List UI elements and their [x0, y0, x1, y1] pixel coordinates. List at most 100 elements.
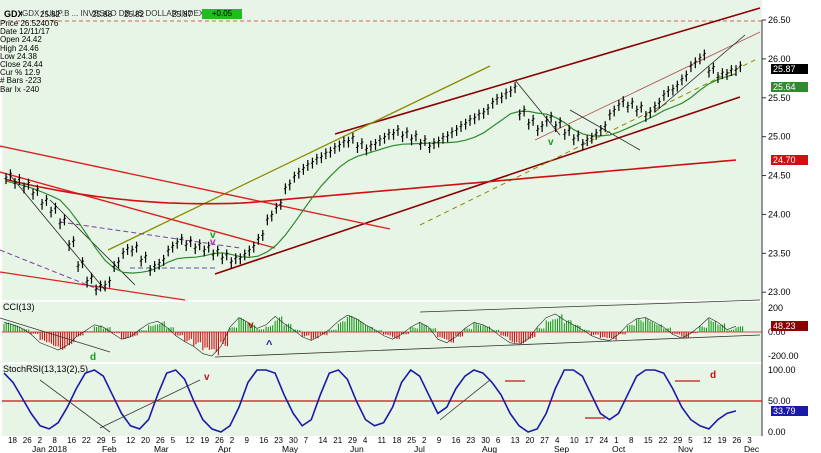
- price-tag: 25.64: [771, 81, 808, 92]
- data-window-line: High 24.46: [0, 43, 39, 53]
- red-downtrend-2: [0, 171, 276, 249]
- x-day-label: 15: [644, 436, 653, 445]
- x-day-label: 4: [363, 436, 368, 445]
- x-day-label: 22: [659, 436, 668, 445]
- stoch-trend-3: [439, 379, 491, 421]
- cci-value-tag: 48.23: [771, 321, 808, 332]
- x-day-label: 12: [126, 436, 135, 445]
- x-day-label: 23: [466, 436, 475, 445]
- x-day-label: 27: [540, 436, 549, 445]
- data-window-line: Open 24.42: [0, 35, 42, 45]
- cci-marker-d: d: [90, 352, 96, 363]
- stoch-marker-d: d: [710, 370, 716, 381]
- x-day-label: 2: [230, 436, 235, 445]
- x-day-label: 3: [747, 436, 752, 445]
- x-day-label: 8: [52, 436, 57, 445]
- x-day-label: 16: [67, 436, 76, 445]
- stoch-tick-label: 50.00: [768, 396, 791, 406]
- x-day-label: 2: [38, 436, 43, 445]
- x-month-label: May: [282, 444, 299, 453]
- ma-short-line: [5, 73, 737, 274]
- x-month-label: Apr: [218, 444, 231, 453]
- x-month-label: Jan 2018: [32, 444, 67, 453]
- ma-long-line: [5, 159, 737, 205]
- x-day-label: 24: [599, 436, 608, 445]
- x-day-label: 22: [82, 436, 91, 445]
- x-month-label: Feb: [102, 444, 117, 453]
- x-day-label: 29: [97, 436, 106, 445]
- price-tick-label: 26.00: [768, 54, 791, 64]
- black-trend-3: [514, 79, 561, 136]
- x-day-label: 6: [496, 436, 501, 445]
- stoch-panel: [2, 364, 762, 436]
- ticker-name: GDX / UUP.B ... INVESCO DB US DOLLAR IND…: [22, 9, 252, 19]
- x-month-label: Dec: [744, 444, 760, 453]
- x-day-label: 19: [718, 436, 727, 445]
- x-day-label: 19: [200, 436, 209, 445]
- data-window-line: # Bars -223: [0, 76, 42, 86]
- x-day-label: 18: [392, 436, 401, 445]
- price-tick-label: 24.50: [768, 171, 791, 181]
- x-day-label: 25: [407, 436, 416, 445]
- cci-title: CCI(13): [3, 302, 35, 312]
- data-window-line: Price 26.524076: [0, 19, 59, 28]
- stoch-trend-1: [39, 379, 111, 433]
- x-day-label: 5: [171, 436, 176, 445]
- black-trend-5: [654, 34, 746, 113]
- x-day-label: 26: [156, 436, 165, 445]
- black-trend-1: [9, 174, 106, 291]
- stoch-value-tag: 33.79: [771, 405, 808, 416]
- x-day-label: 30: [289, 436, 298, 445]
- header-value-2: 25.88: [92, 10, 113, 19]
- x-day-label: 5: [111, 436, 116, 445]
- x-day-label: 26: [732, 436, 741, 445]
- x-day-label: 12: [703, 436, 712, 445]
- x-day-label: 13: [511, 436, 520, 445]
- x-day-label: 26: [215, 436, 224, 445]
- marker-v-purple: v: [210, 237, 216, 248]
- stoch-tick-label: 100.00: [768, 365, 796, 375]
- x-day-label: 8: [629, 436, 634, 445]
- cci-marker-caret: ^: [266, 339, 273, 351]
- x-month-label: Nov: [678, 444, 694, 453]
- x-day-label: 18: [8, 436, 17, 445]
- x-day-label: 17: [585, 436, 594, 445]
- data-window-line: Cur % 12.9: [0, 68, 41, 78]
- cci-tick-label: -200.00: [768, 351, 799, 361]
- x-day-label: 29: [673, 436, 682, 445]
- header-value-3: 25.82: [124, 10, 145, 19]
- x-day-label: 21: [333, 436, 342, 445]
- x-day-label: 7: [304, 436, 309, 445]
- x-day-label: 10: [570, 436, 579, 445]
- data-window-line: Bar Ix -240: [0, 84, 40, 94]
- stoch-trend-2: [99, 379, 201, 429]
- x-month-label: Jun: [350, 444, 364, 453]
- x-day-label: 5: [688, 436, 693, 445]
- x-day-label: 20: [525, 436, 534, 445]
- change-badge: +0.05: [202, 9, 242, 19]
- channel-lower-line: [214, 96, 741, 275]
- x-day-label: 2: [422, 436, 427, 445]
- data-window-line: Date 12/11/17: [0, 27, 50, 37]
- channel-upper-line: [334, 7, 761, 135]
- price-tick-label: 26.50: [768, 15, 791, 25]
- right-axis: [762, 0, 821, 453]
- stoch-tick-label: 0.00: [768, 427, 786, 437]
- x-day-label: 9: [437, 436, 442, 445]
- data-window-line: Low 24.38: [0, 51, 37, 61]
- header-value-4: 25.87: [172, 10, 193, 19]
- x-day-label: 16: [452, 436, 461, 445]
- x-month-label: Sep: [554, 444, 569, 453]
- price-tag: 24.70: [771, 155, 808, 165]
- cci-trend-left: [0, 317, 111, 353]
- x-day-label: 29: [348, 436, 357, 445]
- x-day-label: 14: [318, 436, 327, 445]
- price-tick-label: 25.00: [768, 132, 791, 142]
- price-panel: [2, 20, 762, 300]
- price-tick-label: 23.50: [768, 248, 791, 258]
- x-day-label: 26: [23, 436, 32, 445]
- purple-dashed-line-2: [59, 221, 241, 249]
- cci-trend-lower: [214, 334, 761, 358]
